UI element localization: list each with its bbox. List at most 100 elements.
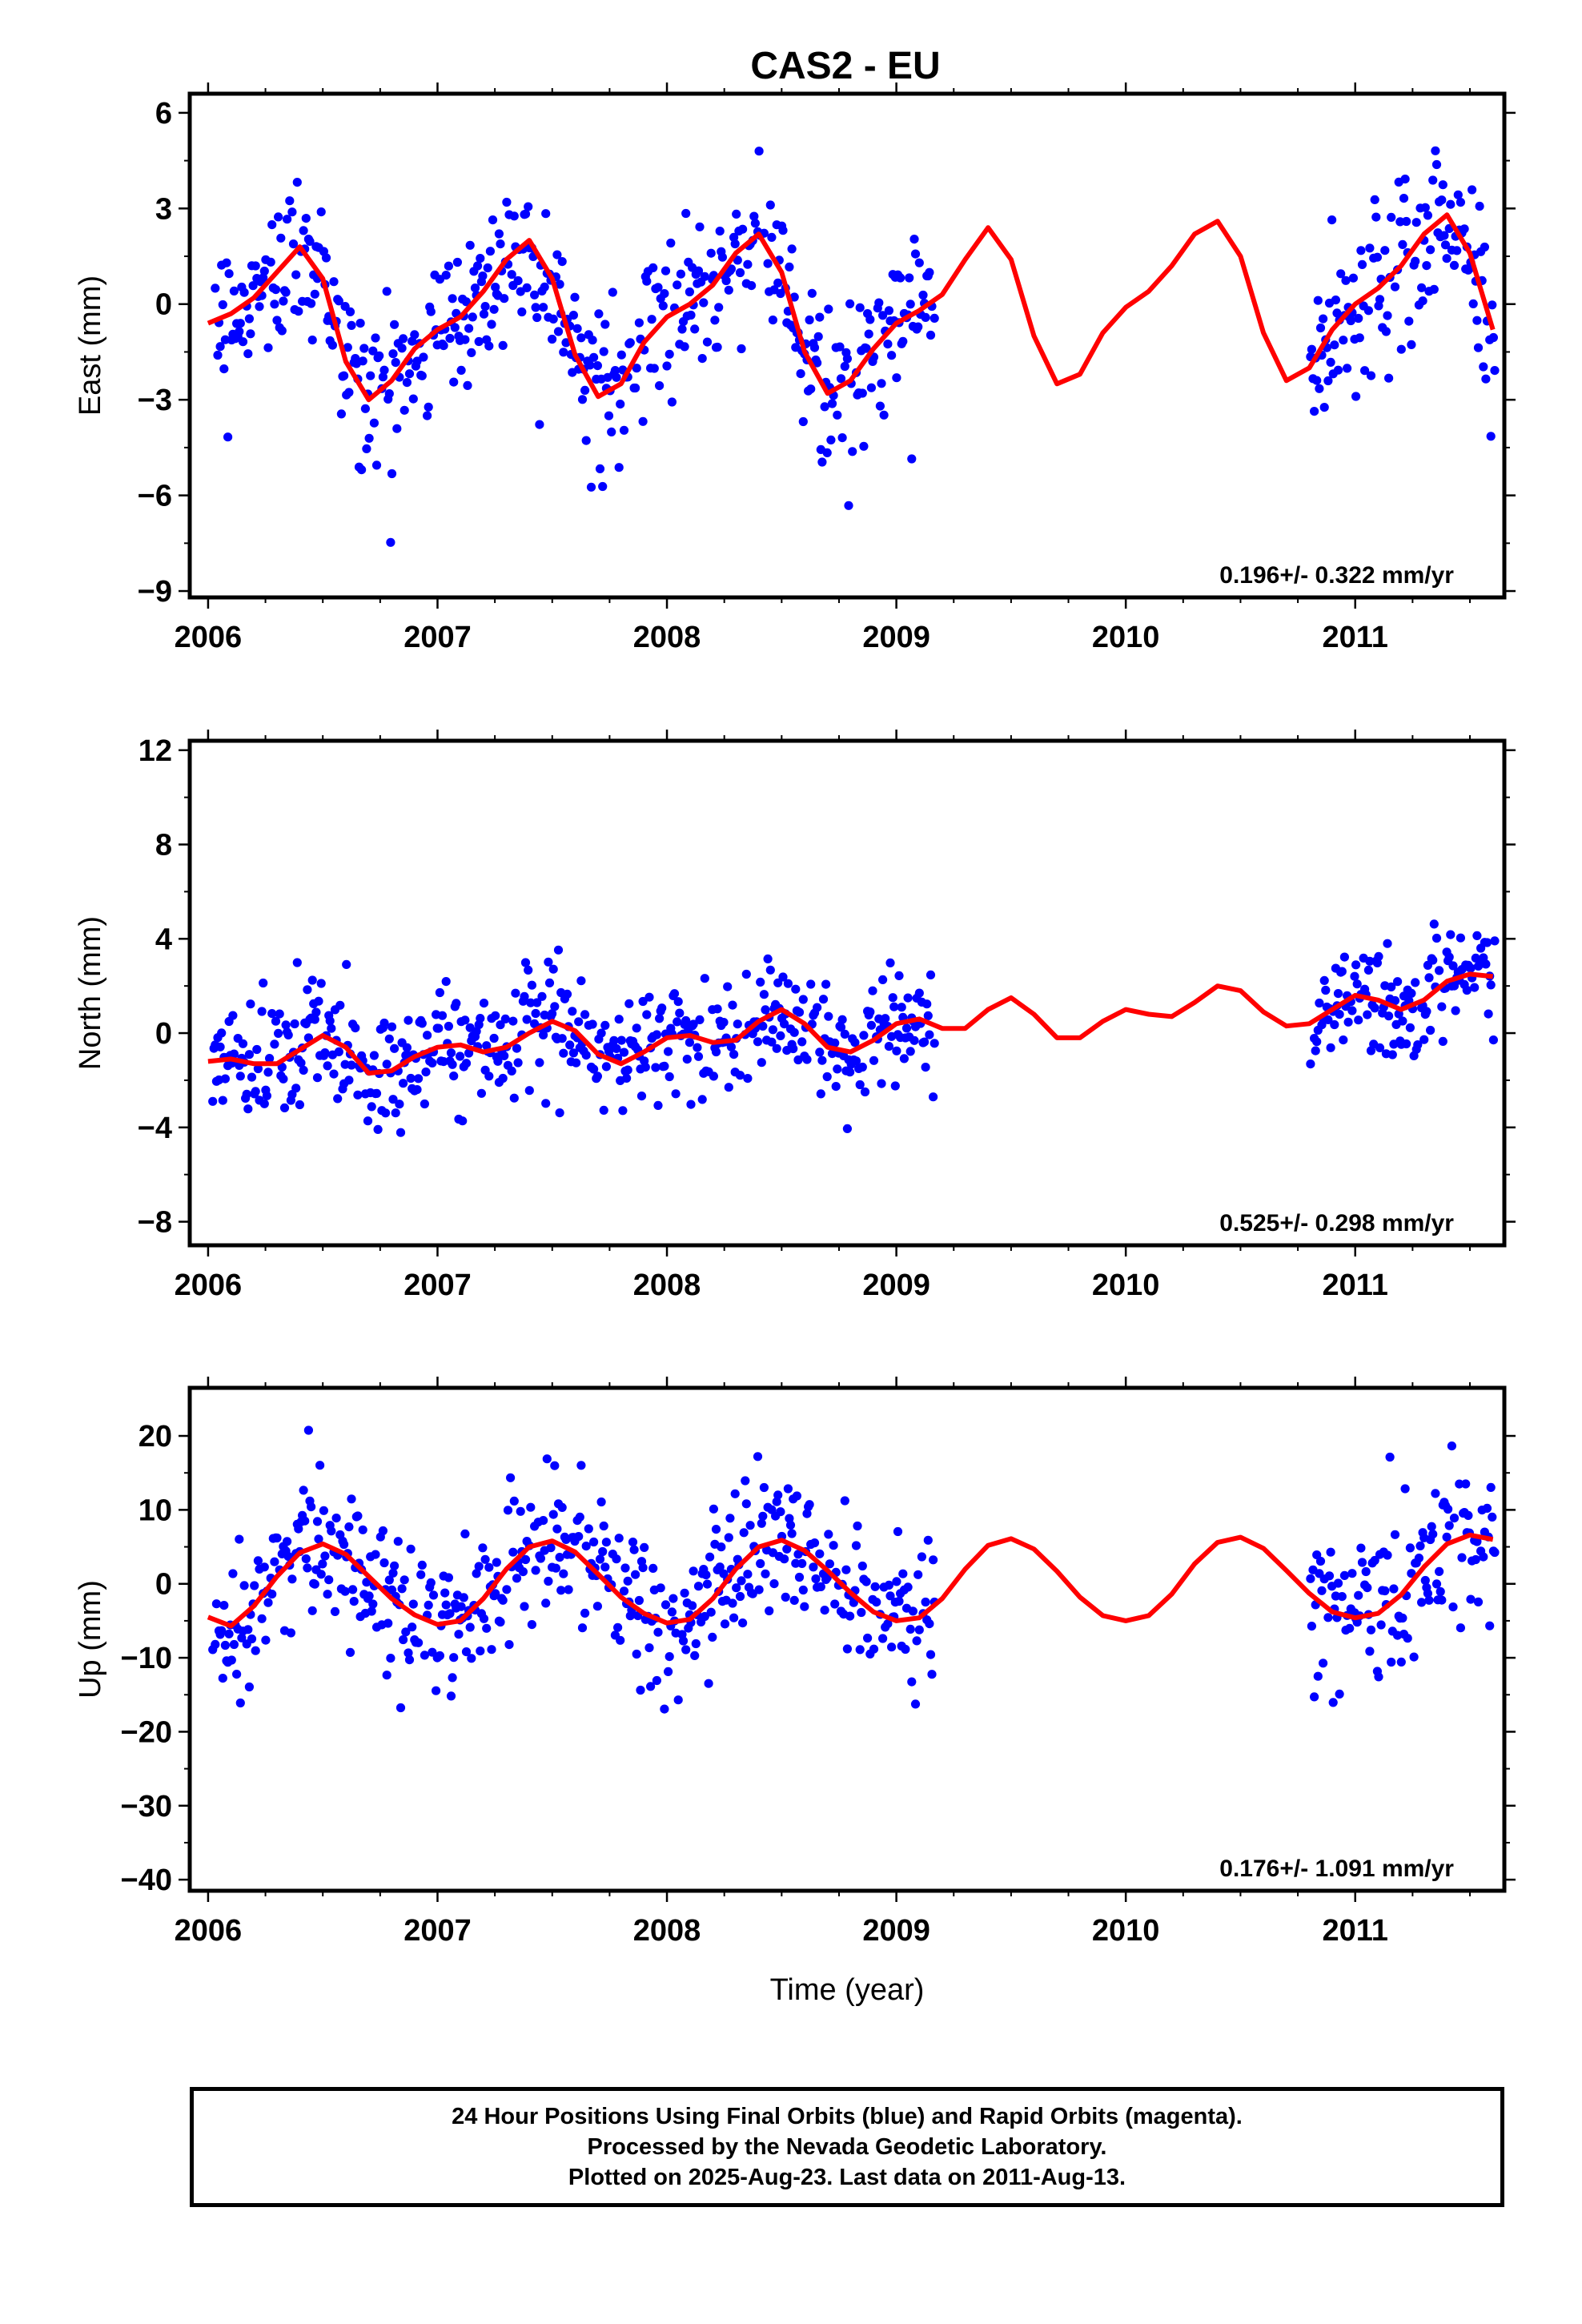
east-rate-label: 0.196+/- 0.322 mm/yr bbox=[1219, 562, 1454, 589]
north-data-point bbox=[1431, 933, 1442, 943]
east-data-point bbox=[907, 454, 917, 464]
east-data-point bbox=[535, 420, 544, 429]
east-data-point bbox=[685, 287, 695, 297]
north-data-point bbox=[673, 997, 683, 1007]
up-data-point bbox=[397, 1584, 407, 1594]
east-data-point bbox=[397, 344, 407, 353]
east-data-point bbox=[673, 280, 682, 290]
east-data-point bbox=[861, 344, 871, 353]
up-data-point bbox=[512, 1574, 522, 1583]
east-data-point bbox=[1383, 311, 1392, 320]
up-data-point bbox=[303, 1563, 312, 1573]
east-data-point bbox=[607, 427, 616, 437]
north-data-point bbox=[479, 999, 489, 1008]
up-data-point bbox=[765, 1606, 774, 1616]
north-data-point bbox=[511, 988, 520, 998]
north-data-point bbox=[1311, 1046, 1320, 1055]
east-data-point bbox=[1440, 240, 1451, 250]
east-data-point bbox=[218, 300, 227, 310]
north-data-point bbox=[507, 1066, 516, 1076]
up-data-point bbox=[1457, 1553, 1467, 1562]
east-data-point bbox=[1365, 243, 1375, 253]
up-data-point bbox=[628, 1538, 638, 1547]
up-data-point bbox=[738, 1618, 748, 1628]
up-data-point bbox=[1437, 1595, 1447, 1605]
north-data-point bbox=[527, 980, 537, 990]
north-data-point bbox=[709, 1072, 719, 1081]
east-data-point bbox=[1360, 366, 1370, 376]
north-data-point bbox=[491, 1011, 500, 1020]
east-data-point bbox=[369, 418, 379, 428]
up-data-point bbox=[267, 1590, 277, 1599]
up-data-point bbox=[379, 1558, 389, 1568]
north-data-point bbox=[711, 1047, 721, 1057]
east-data-point bbox=[1390, 282, 1400, 292]
north-data-point bbox=[921, 1063, 930, 1072]
east-data-point bbox=[532, 312, 542, 323]
east-data-point bbox=[805, 315, 814, 325]
up-data-point bbox=[809, 1562, 818, 1572]
up-data-point bbox=[910, 1699, 921, 1709]
north-data-point bbox=[802, 1055, 812, 1064]
east-data-point bbox=[588, 336, 597, 345]
east-data-point bbox=[655, 381, 665, 391]
east-data-point bbox=[539, 303, 548, 312]
up-data-point bbox=[631, 1570, 640, 1579]
up-data-point bbox=[550, 1461, 560, 1470]
up-data-point bbox=[901, 1644, 910, 1655]
east-data-point bbox=[619, 425, 629, 435]
up-data-point bbox=[577, 1623, 588, 1633]
east-data-point bbox=[222, 258, 231, 267]
north-data-point bbox=[243, 1104, 253, 1114]
east-data-point bbox=[1387, 212, 1396, 222]
up-data-point bbox=[1415, 1541, 1425, 1550]
north-data-point bbox=[295, 1100, 304, 1110]
east-data-point bbox=[914, 258, 924, 267]
up-data-point bbox=[520, 1602, 529, 1611]
east-data-point bbox=[343, 343, 352, 352]
east-data-point bbox=[898, 336, 908, 346]
north-data-point bbox=[526, 998, 536, 1007]
up-data-point bbox=[830, 1599, 840, 1609]
east-data-point bbox=[879, 410, 889, 420]
up-data-point bbox=[1365, 1647, 1375, 1656]
east-data-point bbox=[1341, 275, 1351, 285]
north-data-point bbox=[789, 1027, 799, 1037]
east-data-point bbox=[778, 226, 788, 235]
north-data-point bbox=[1365, 956, 1375, 966]
north-data-point bbox=[325, 1016, 335, 1026]
north-data-point bbox=[1387, 1050, 1397, 1059]
up-data-point bbox=[1490, 1547, 1500, 1558]
up-data-point bbox=[476, 1647, 485, 1656]
north-data-point bbox=[580, 1010, 590, 1019]
up-data-point bbox=[364, 1591, 374, 1601]
north-data-point bbox=[568, 1048, 579, 1058]
east-data-point bbox=[1423, 211, 1432, 220]
up-data-point bbox=[1420, 1575, 1430, 1586]
east-data-point bbox=[1473, 343, 1484, 352]
north-data-point bbox=[557, 1034, 567, 1043]
up-y-tick-label: −10 bbox=[121, 1642, 172, 1675]
east-data-point bbox=[220, 335, 230, 344]
north-data-point bbox=[588, 1019, 597, 1029]
east-data-point bbox=[439, 341, 448, 351]
up-data-point bbox=[705, 1552, 715, 1562]
north-data-point bbox=[353, 1090, 363, 1100]
up-data-point bbox=[1448, 1602, 1458, 1612]
east-data-point bbox=[1404, 316, 1414, 326]
north-data-point bbox=[1306, 1059, 1315, 1069]
north-data-point bbox=[435, 987, 445, 998]
east-data-point bbox=[496, 239, 505, 249]
up-x-tick-label-2009: 2009 bbox=[862, 1914, 930, 1948]
east-data-point bbox=[710, 316, 720, 325]
east-data-point bbox=[765, 200, 775, 210]
north-data-point bbox=[644, 992, 654, 1002]
north-data-point bbox=[247, 1072, 257, 1082]
east-data-point bbox=[540, 282, 549, 292]
up-data-point bbox=[820, 1606, 829, 1615]
up-data-point bbox=[914, 1625, 924, 1634]
east-data-point bbox=[494, 229, 504, 239]
east-data-point bbox=[661, 266, 671, 275]
north-data-point bbox=[866, 1020, 876, 1030]
up-data-point bbox=[809, 1538, 820, 1548]
